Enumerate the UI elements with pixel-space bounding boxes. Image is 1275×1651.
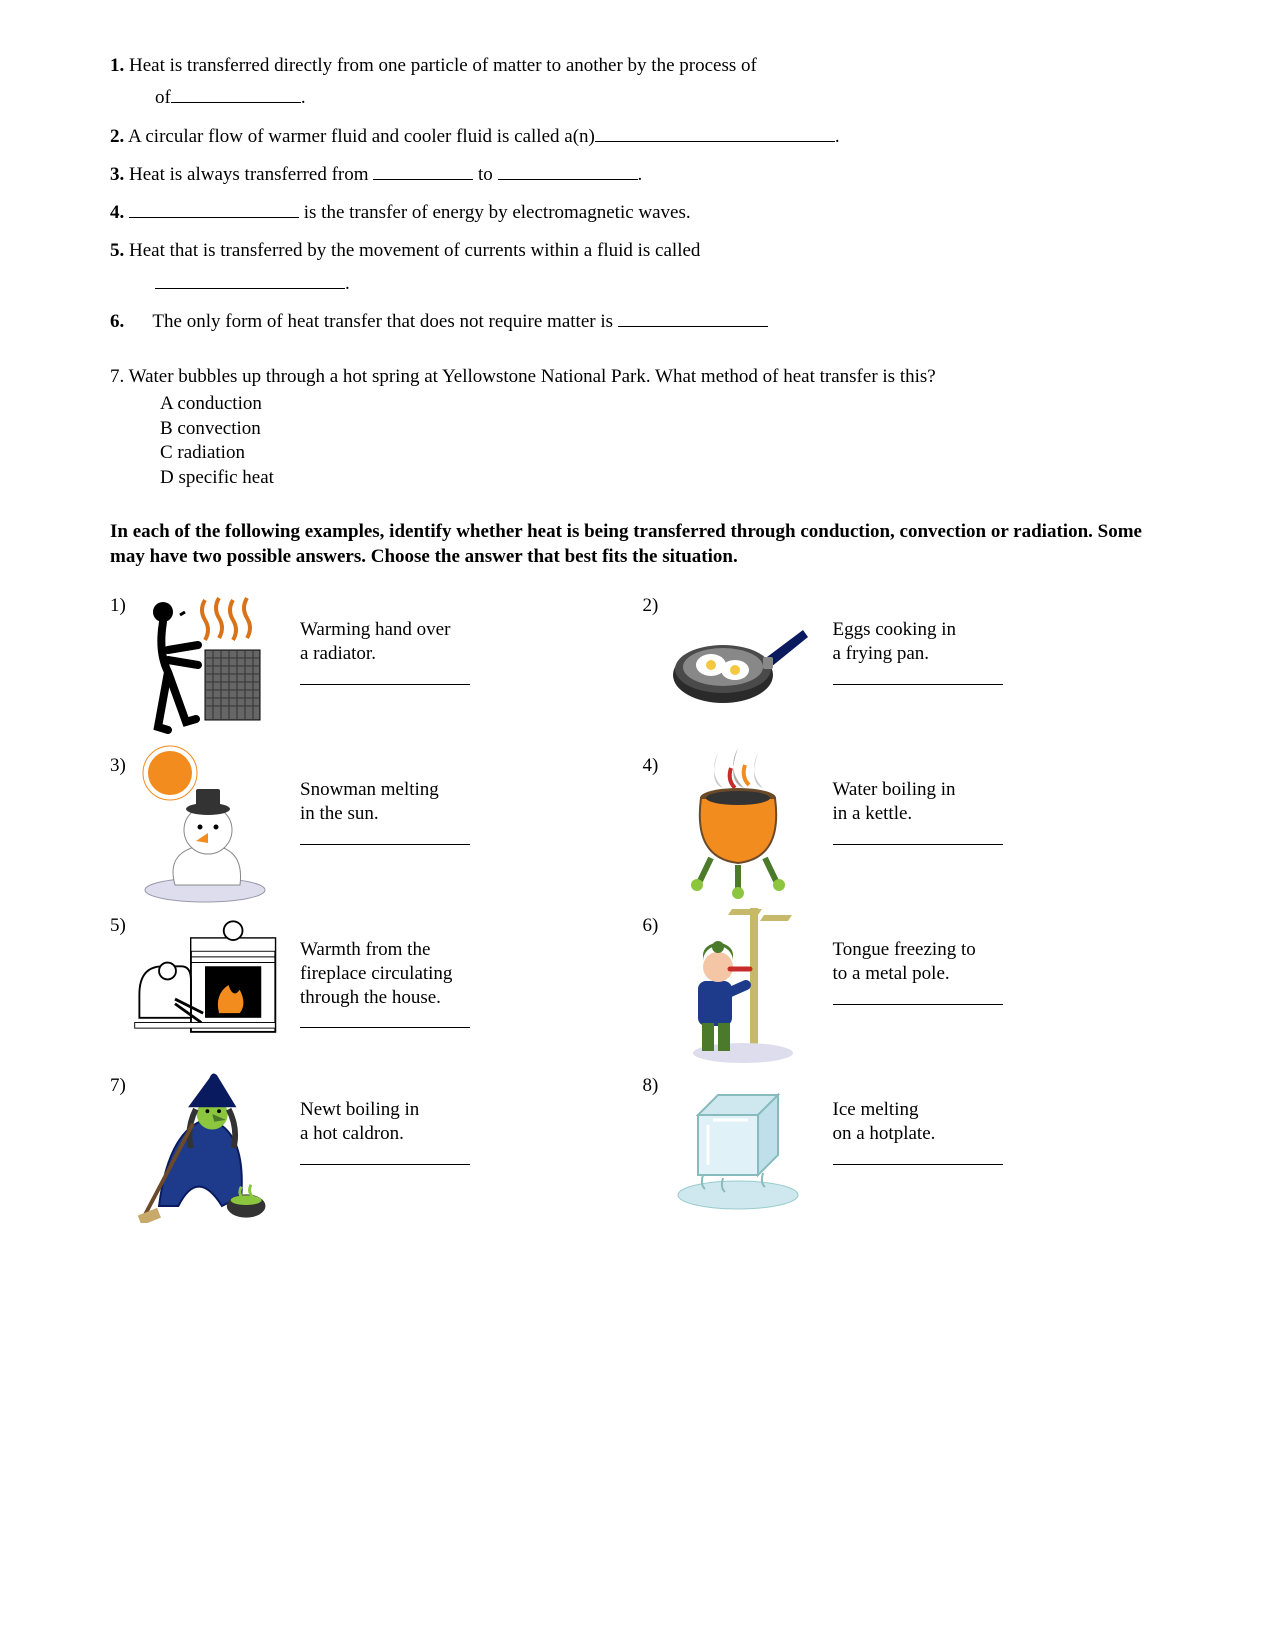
question-6: 6. The only form of heat transfer that d… — [110, 306, 1165, 338]
example-6: 6) Tongue fr — [643, 910, 1166, 1060]
q7-option-b[interactable]: B convection — [160, 417, 1165, 442]
example-4-answer[interactable] — [833, 844, 1003, 845]
example-2: 2) Eggs cooking in a frying pan. — [643, 590, 1166, 740]
witch-icon — [130, 1070, 280, 1220]
q6-blank[interactable] — [618, 307, 768, 327]
q5-blank[interactable] — [155, 269, 345, 289]
question-1: 1. Heat is transferred directly from one… — [110, 50, 1165, 115]
q1-num: 1. — [110, 55, 124, 76]
example-8-answer[interactable] — [833, 1164, 1003, 1165]
example-2-answer[interactable] — [833, 684, 1003, 685]
pole-icon — [663, 910, 813, 1060]
frying-pan-icon — [663, 590, 813, 740]
snowman-icon — [130, 750, 280, 900]
question-4: 4. is the transfer of energy by electrom… — [110, 197, 1165, 229]
question-3: 3. Heat is always transferred from to . — [110, 159, 1165, 191]
example-7-answer[interactable] — [300, 1164, 470, 1165]
example-5-answer[interactable] — [300, 1027, 470, 1028]
example-3-answer[interactable] — [300, 844, 470, 845]
example-4: 4) Water boiling in — [643, 750, 1166, 900]
q1-text: Heat is transferred directly from one pa… — [129, 55, 757, 76]
example-5: 5) Warmth from the — [110, 910, 633, 1060]
q3-blank-1[interactable] — [373, 160, 473, 180]
radiator-icon — [130, 590, 280, 740]
example-3: 3) Snowman melting in the sun. — [110, 750, 633, 900]
section-instructions: In each of the following examples, ident… — [110, 519, 1165, 570]
q2-blank[interactable] — [595, 122, 835, 142]
example-6-answer[interactable] — [833, 1004, 1003, 1005]
q7-option-c[interactable]: C radiation — [160, 441, 1165, 466]
examples-grid: 1) — [110, 590, 1165, 1220]
ice-cube-icon — [663, 1070, 813, 1220]
example-1-answer[interactable] — [300, 684, 470, 685]
q3-blank-2[interactable] — [498, 160, 638, 180]
fill-in-questions: 1. Heat is transferred directly from one… — [110, 50, 1165, 338]
example-7: 7) Newt boil — [110, 1070, 633, 1220]
example-1: 1) — [110, 590, 633, 740]
example-8: 8) Ice melting on a hotplate. — [643, 1070, 1166, 1220]
question-5: 5. Heat that is transferred by the movem… — [110, 235, 1165, 300]
kettle-icon — [663, 750, 813, 900]
q4-blank[interactable] — [129, 198, 299, 218]
q7-option-d[interactable]: D specific heat — [160, 466, 1165, 491]
question-2: 2. A circular flow of warmer fluid and c… — [110, 121, 1165, 153]
q7-option-a[interactable]: A conduction — [160, 392, 1165, 417]
fireplace-icon — [130, 910, 280, 1060]
q1-blank[interactable] — [171, 83, 301, 103]
question-7: 7. Water bubbles up through a hot spring… — [110, 364, 1165, 490]
q7-options: A conduction B convection C radiation D … — [110, 392, 1165, 491]
